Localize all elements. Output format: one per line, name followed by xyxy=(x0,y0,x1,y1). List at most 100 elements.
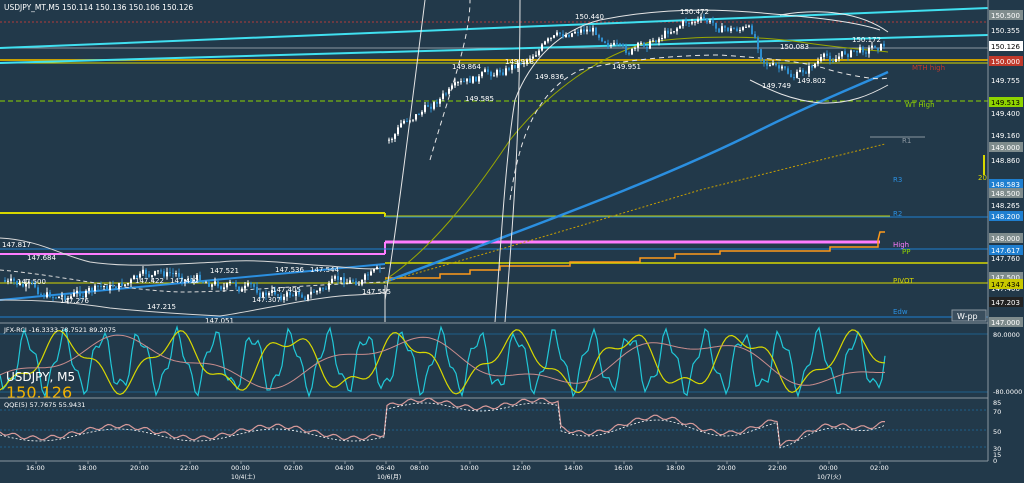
candle-body xyxy=(793,77,795,79)
bollinger-upper-left xyxy=(0,237,386,270)
qqe-axis-label: 15 xyxy=(993,451,1001,459)
price-axis-label: 148.860 xyxy=(991,157,1020,165)
candle-body xyxy=(61,295,63,297)
candle-body xyxy=(25,283,27,287)
candle-body xyxy=(499,69,501,73)
candle-body xyxy=(55,297,57,299)
candle-body xyxy=(643,42,645,47)
rci-lines xyxy=(0,325,886,398)
time-axis[interactable]: 16:00 18:00 20:00 22:00 00:00 02:00 04:00 06:40… xyxy=(26,461,889,481)
candle-body xyxy=(331,278,333,284)
candle-body xyxy=(874,45,876,49)
price-axis-box xyxy=(989,279,1023,289)
candle-body xyxy=(94,285,96,292)
candle-body xyxy=(130,279,132,284)
orange-dotted-trend xyxy=(384,143,886,283)
candle-body xyxy=(766,63,768,66)
candle-body xyxy=(253,284,255,287)
candle-body xyxy=(166,272,168,277)
candle-body xyxy=(322,288,324,290)
candle-body xyxy=(613,42,615,46)
blue-moving-average xyxy=(384,70,889,284)
candle-body xyxy=(271,290,273,293)
candle-body xyxy=(169,272,171,274)
candle-body xyxy=(178,273,180,277)
candle-body xyxy=(661,37,663,39)
candle-body xyxy=(685,20,687,23)
price-axis-box xyxy=(989,41,1023,51)
candle-body xyxy=(295,291,297,296)
candle-body xyxy=(34,282,36,288)
candle-body xyxy=(778,65,780,69)
candle-body xyxy=(508,68,510,70)
qqe-main-line xyxy=(0,397,885,448)
candle-body xyxy=(268,292,270,296)
candle-body xyxy=(835,58,837,62)
candle-body xyxy=(565,34,567,38)
candle-body xyxy=(844,51,846,55)
time-axis-label: 14:00 xyxy=(564,464,583,472)
qqe-axis-label: 0 xyxy=(993,457,997,465)
time-axis-date: 10/6(月) xyxy=(377,474,401,481)
price-axis[interactable]: 150.355 150.126 149.755 149.400 149.160 148.8… xyxy=(989,10,1023,327)
candle-body xyxy=(286,292,288,297)
main-price-panel[interactable]: 150.440 150.472 150.083 150.172 149.864 149.9… xyxy=(0,0,989,325)
candle-body xyxy=(790,73,792,78)
candle-body xyxy=(823,53,825,57)
price-axis-box xyxy=(989,317,1023,327)
candle-body xyxy=(199,274,201,282)
time-axis-label: 18:00 xyxy=(666,464,685,472)
price-axis-box xyxy=(989,211,1023,221)
candle-body xyxy=(808,66,810,74)
time-axis-label: 18:00 xyxy=(78,464,97,472)
candle-body xyxy=(691,22,693,24)
candle-body xyxy=(571,33,573,37)
candle-body xyxy=(589,29,591,32)
candle-body xyxy=(184,279,186,282)
candle-body xyxy=(562,34,564,38)
time-axis-label: 16:00 xyxy=(26,464,45,472)
candle-body xyxy=(568,34,570,37)
price-axis-box xyxy=(989,56,1023,66)
candle-body xyxy=(580,29,582,33)
candle-body xyxy=(310,291,312,295)
candle-body xyxy=(424,105,426,112)
rci-panel[interactable]: JFX-RCI -16.3333 78.7521 89.2075 USDJPY,… xyxy=(0,322,1022,402)
price-axis-label: 148.265 xyxy=(991,202,1020,210)
price-annotation: 147.684 xyxy=(27,254,56,262)
candle-body xyxy=(406,120,408,122)
candle-body xyxy=(379,267,381,269)
price-axis-box-label: 148.000 xyxy=(991,235,1020,243)
candle-body xyxy=(400,123,402,128)
candle-body xyxy=(505,68,507,75)
price-axis-box xyxy=(989,97,1023,107)
candle-body xyxy=(583,29,585,32)
price-axis-box xyxy=(989,179,1023,189)
price-axis-box-label: 147.500 xyxy=(991,274,1020,282)
price-axis-box-label: 147.000 xyxy=(991,319,1020,327)
candle-body xyxy=(241,288,243,292)
price-axis-label: 147.760 xyxy=(991,255,1020,263)
price-axis-box-label: 150.126 xyxy=(991,43,1020,51)
candle-body xyxy=(391,138,393,140)
candle-body xyxy=(88,287,90,291)
candle-body xyxy=(838,56,840,59)
candle-body xyxy=(622,44,624,46)
candle-body xyxy=(736,28,738,31)
candle-body xyxy=(421,111,423,115)
candle-body xyxy=(631,48,633,55)
candle-body xyxy=(520,63,522,65)
candle-body xyxy=(745,26,747,28)
candle-body xyxy=(688,22,690,24)
candle-body xyxy=(652,40,654,42)
candle-body xyxy=(73,292,75,297)
candle-body xyxy=(22,283,24,287)
candle-body xyxy=(163,271,165,277)
candle-body xyxy=(340,277,342,280)
price-axis-label: 150.355 xyxy=(991,27,1020,35)
candle-body xyxy=(718,28,720,33)
candle-body xyxy=(604,41,606,44)
candle-body xyxy=(742,27,744,30)
